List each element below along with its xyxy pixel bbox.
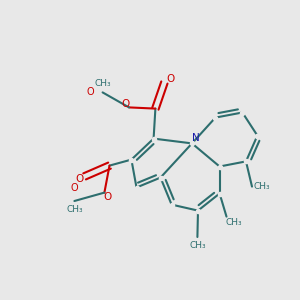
Text: O: O (166, 74, 175, 85)
Text: O: O (104, 192, 112, 202)
Text: CH₃: CH₃ (253, 182, 270, 191)
Text: CH₃: CH₃ (226, 218, 242, 227)
Text: O: O (75, 174, 83, 184)
Text: O: O (121, 99, 130, 109)
Text: N: N (192, 133, 200, 143)
Text: O: O (87, 87, 94, 98)
Text: CH₃: CH₃ (189, 242, 206, 250)
Text: CH₃: CH₃ (66, 205, 83, 214)
Text: O: O (70, 183, 78, 193)
Text: CH₃: CH₃ (94, 79, 111, 88)
